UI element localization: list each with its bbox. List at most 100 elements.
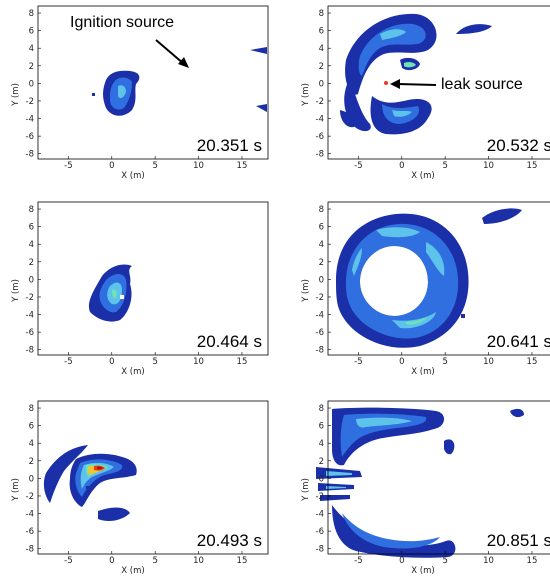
- plot-frame: [327, 5, 550, 160]
- y-tick-label: -8: [26, 545, 34, 555]
- y-tick-label: -8: [316, 150, 324, 160]
- y-tick-label: -4: [316, 115, 324, 125]
- panel-20-351: -5 0 5 10 15 8 6 4 2 0 -2 -4 -6 -8 X (m) Y (m) 20.351 s: [6, 0, 271, 181]
- speck: [461, 314, 465, 318]
- x-tick-label: 10: [193, 161, 204, 171]
- y-tick-label: -8: [316, 545, 324, 555]
- left-patch: [340, 110, 357, 128]
- x-tick-label: 0: [399, 161, 404, 171]
- x-tick-label: 5: [442, 357, 447, 367]
- y-tick-label: -4: [26, 510, 34, 520]
- x-axis-title: X (m): [121, 566, 144, 576]
- x-tick-label: 10: [483, 161, 494, 171]
- plot-svg: -5 0 5 10 15 8 6 4 2 0 -2 -4 -6 -8 X (m) Y (m) 20.851 s: [301, 400, 550, 576]
- y-tick-label: -2: [26, 492, 34, 502]
- y-tick-label: -2: [316, 293, 324, 303]
- x-tick-label: 0: [399, 556, 404, 566]
- plot-frame: [37, 400, 269, 555]
- y-axis-title: Y (m): [301, 83, 311, 107]
- panel-20-532: -5 0 5 10 15 8 6 4 2 0 -2 -4 -6 -8 X (m) Y (m) 20.532 s: [296, 0, 550, 181]
- lower-arc-core: [392, 110, 412, 117]
- y-axis-title: Y (m): [301, 478, 311, 502]
- x-axis-title: X (m): [121, 367, 144, 377]
- x-tick-label: 0: [109, 556, 114, 566]
- speck: [92, 93, 95, 96]
- y-tick-label: 4: [29, 240, 34, 250]
- y-tick-label: 2: [29, 62, 34, 72]
- y-tick-label: -6: [316, 132, 324, 142]
- plume-core: [118, 85, 126, 99]
- y-tick-label: -4: [26, 311, 34, 321]
- x-tick-label: 5: [152, 357, 157, 367]
- x-tick-label: -5: [354, 357, 362, 367]
- top-right-wisp: [482, 208, 522, 224]
- left-jets-cyan: [326, 471, 352, 489]
- y-tick-label: 2: [29, 258, 34, 268]
- y-tick-label: 8: [29, 9, 34, 19]
- leak-source-label: leak source: [441, 76, 523, 93]
- inner-notch: [120, 295, 124, 299]
- y-tick-label: 6: [29, 27, 34, 37]
- x-tick-label: -5: [64, 357, 72, 367]
- y-tick-label: -2: [316, 492, 324, 502]
- x-tick-label: 5: [442, 556, 447, 566]
- y-tick-label: 6: [319, 422, 324, 432]
- ring-green-bottom: [406, 316, 428, 325]
- y-tick-label: -6: [26, 328, 34, 338]
- x-tick-label: 5: [152, 556, 157, 566]
- y-tick-label: -8: [26, 150, 34, 160]
- time-label: 20.464 s: [197, 332, 262, 351]
- speck: [86, 486, 89, 489]
- plot-frame: [37, 5, 269, 160]
- plot-frame: [327, 201, 550, 356]
- ring-cyan-right: [426, 242, 445, 276]
- y-tick-label: -6: [26, 527, 34, 537]
- x-tick-label: 15: [237, 357, 248, 367]
- x-axis-title: X (m): [121, 171, 144, 181]
- x-tick-label: -5: [354, 161, 362, 171]
- time-label: 20.851 s: [487, 531, 550, 550]
- time-label: 20.351 s: [197, 136, 262, 155]
- plot-frame: [327, 400, 550, 555]
- lower-band-mid: [342, 513, 440, 549]
- y-tick-label: 0: [29, 275, 34, 285]
- y-tick-label: 2: [319, 62, 324, 72]
- y-tick-label: -2: [26, 293, 34, 303]
- y-tick-label: 2: [319, 457, 324, 467]
- y-axis-title: Y (m): [11, 478, 21, 502]
- x-tick-label: 10: [193, 357, 204, 367]
- contour-field: [316, 407, 524, 558]
- plume-core-green: [112, 289, 117, 299]
- y-axis-title: Y (m): [11, 83, 21, 107]
- x-tick-label: 10: [483, 357, 494, 367]
- y-tick-label: 4: [319, 439, 324, 449]
- y-tick-label: -2: [316, 97, 324, 107]
- y-tick-label: 4: [29, 439, 34, 449]
- x-tick-label: 5: [152, 161, 157, 171]
- upper-band-cyan: [356, 417, 412, 428]
- ignition-source-label: Ignition source: [70, 14, 175, 31]
- time-label: 20.641 s: [487, 332, 550, 351]
- x-tick-label: -5: [64, 556, 72, 566]
- bottom-right-blob: [428, 545, 444, 555]
- y-tick-label: 8: [29, 205, 34, 215]
- panel-20-641: -5 0 5 10 15 8 6 4 2 0 -2 -4 -6 -8 X (m) Y (m) 20.641 s: [296, 196, 550, 377]
- x-axis-title: X (m): [411, 566, 434, 576]
- y-tick-label: -8: [26, 346, 34, 356]
- x-tick-label: 0: [109, 357, 114, 367]
- y-axis-title: Y (m): [301, 279, 311, 303]
- y-tick-label: 8: [319, 404, 324, 414]
- y-tick-label: -4: [316, 510, 324, 520]
- y-tick-label: -8: [316, 346, 324, 356]
- x-axis-title: X (m): [411, 367, 434, 377]
- y-tick-label: 6: [29, 422, 34, 432]
- edge-blob-bottom: [256, 104, 267, 112]
- contour-field: [88, 264, 132, 322]
- x-tick-label: 15: [527, 161, 538, 171]
- y-tick-label: 6: [319, 223, 324, 233]
- time-label: 20.493 s: [197, 531, 262, 550]
- plot-svg: -5 0 5 10 15 8 6 4 2 0 -2 -4 -6 -8 X (m) Y (m) 20.464 s: [11, 201, 269, 377]
- y-tick-label: -4: [316, 311, 324, 321]
- x-tick-label: 15: [527, 357, 538, 367]
- right-wisp: [456, 24, 492, 34]
